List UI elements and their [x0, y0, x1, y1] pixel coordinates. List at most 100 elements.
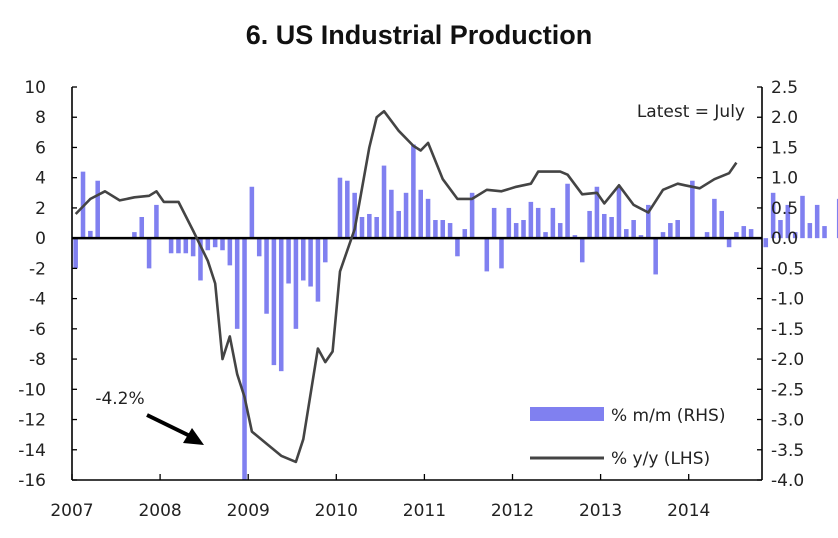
x-tick-label: 2011 — [403, 501, 446, 521]
mm-bar — [660, 232, 666, 239]
left-tick-label: 0 — [35, 229, 46, 249]
mm-bar — [528, 201, 534, 239]
mm-bar — [88, 230, 93, 239]
mm-bar — [447, 223, 453, 239]
right-tick-label: 0.5 — [771, 199, 798, 219]
mm-bar — [256, 238, 262, 257]
mm-bar — [418, 189, 423, 239]
left-tick-label: -14 — [18, 441, 46, 461]
mm-bar — [836, 198, 838, 239]
mm-bar — [814, 204, 820, 239]
mm-bar — [278, 238, 284, 372]
mm-bar — [95, 180, 100, 239]
mm-bar — [778, 220, 783, 239]
mm-bar — [469, 192, 475, 239]
mm-bar — [631, 220, 636, 239]
mm-bar — [785, 204, 791, 239]
right-tick-label: 1.0 — [771, 169, 798, 189]
mm-bar — [455, 238, 460, 257]
mm-bar — [132, 232, 137, 239]
right-tick-label: -3.0 — [771, 411, 804, 431]
mm-bar — [690, 180, 695, 239]
mm-bar — [345, 180, 350, 239]
mm-bar — [183, 238, 189, 254]
left-tick-label: -16 — [18, 471, 46, 491]
left-tick-label: 4 — [35, 169, 46, 189]
x-tick-label: 2009 — [227, 501, 270, 521]
mm-bar — [381, 165, 387, 239]
mm-bar — [374, 216, 379, 239]
mm-bar — [227, 238, 233, 266]
mm-bar — [668, 223, 673, 239]
mm-bar — [323, 238, 328, 263]
mm-bar — [425, 198, 431, 239]
mm-bar — [337, 177, 343, 239]
left-tick-label: -2 — [29, 259, 46, 279]
mm-bar — [506, 207, 512, 239]
mm-bar — [154, 204, 159, 239]
mm-bar — [440, 220, 446, 239]
chart-title: 6. US Industrial Production — [245, 20, 593, 50]
mm-bar — [433, 220, 438, 239]
mm-bar — [535, 207, 541, 239]
mm-bar — [315, 238, 321, 302]
callout-label: -4.2% — [95, 389, 144, 409]
mm-bar — [293, 238, 299, 329]
mm-bar — [300, 238, 306, 281]
mm-bar — [484, 238, 490, 272]
mm-bar — [800, 195, 805, 239]
mm-bar — [616, 186, 622, 239]
mm-bar — [205, 238, 211, 251]
x-tick-label: 2010 — [315, 501, 358, 521]
left-tick-label: 2 — [35, 199, 46, 219]
mm-bar — [396, 210, 401, 239]
mm-bar — [594, 186, 600, 239]
mm-bar — [653, 238, 658, 275]
mm-bar — [198, 238, 203, 281]
left-tick-label: -4 — [29, 290, 46, 310]
mm-bar — [565, 183, 570, 239]
yy-line — [74, 109, 738, 464]
mm-bar — [491, 207, 497, 239]
mm-bar — [638, 235, 644, 239]
left-tick-label: 8 — [35, 108, 46, 128]
mm-bar — [704, 232, 710, 239]
x-tick-label: 2012 — [491, 501, 534, 521]
mm-bar — [242, 238, 247, 480]
left-tick-label: -12 — [18, 411, 46, 431]
right-tick-label: 1.5 — [771, 138, 798, 158]
mm-bar — [73, 238, 78, 269]
mm-bar — [462, 229, 468, 239]
right-tick-label: -2.0 — [771, 350, 804, 370]
right-tick-label: -1.0 — [771, 290, 804, 310]
mm-bar — [579, 238, 585, 263]
mm-bar — [308, 238, 313, 287]
mm-bar — [176, 238, 181, 254]
mm-bar — [792, 232, 798, 239]
mm-bar — [550, 207, 556, 239]
mm-bar — [675, 220, 680, 239]
mm-bar — [220, 238, 225, 251]
right-tick-label: -1.5 — [771, 320, 804, 340]
latest-annotation: Latest = July — [637, 102, 745, 122]
mm-bar — [609, 216, 614, 239]
mm-bar — [411, 144, 416, 239]
mm-bar — [712, 198, 717, 239]
mm-bar — [367, 213, 372, 239]
mm-bar — [822, 226, 827, 239]
x-tick-label: 2014 — [667, 501, 710, 521]
mm-bar — [601, 213, 607, 239]
mm-bar — [403, 192, 409, 239]
mm-bar — [807, 223, 813, 239]
mm-bar — [264, 238, 269, 314]
mm-bar — [212, 238, 218, 248]
mm-bar — [389, 189, 394, 239]
right-tick-label: -4.0 — [771, 471, 804, 491]
mm-bar — [763, 238, 769, 248]
mm-bar — [543, 232, 548, 239]
mm-bar — [359, 216, 365, 239]
mm-bar — [624, 229, 629, 239]
right-tick-label: 0.0 — [771, 229, 798, 249]
